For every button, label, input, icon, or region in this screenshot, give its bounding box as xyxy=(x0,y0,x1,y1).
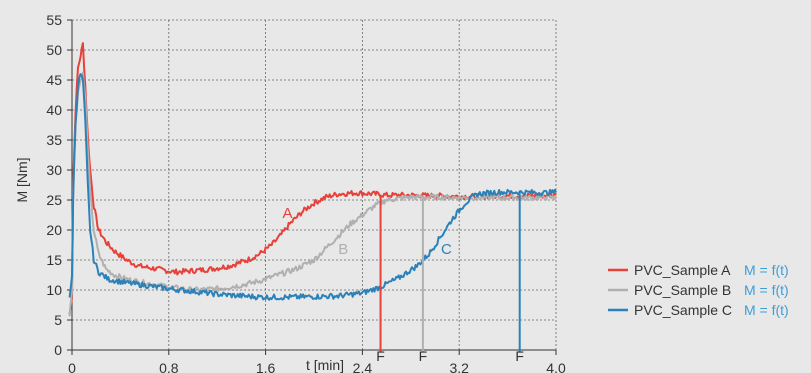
failure-label-C: F xyxy=(515,348,524,364)
y-tick-label-0: 0 xyxy=(54,342,62,358)
legend: PVC_Sample A M = f(t) PVC_Sample B M = f(t)… xyxy=(608,262,789,318)
series-labels: A B C xyxy=(283,205,453,258)
series-label-B: B xyxy=(338,241,348,258)
legend-name-A: PVC_Sample A xyxy=(634,262,731,278)
series-label-A: A xyxy=(283,205,293,222)
legend-formula-C: M = f(t) xyxy=(744,302,789,318)
x-tick-labels: 0 0,8 1,6 2,4 3,2 4,0 xyxy=(68,360,566,373)
x-tick-label-5: 4,0 xyxy=(546,360,566,373)
y-tick-label-3: 15 xyxy=(46,252,62,268)
legend-name-B: PVC_Sample B xyxy=(634,282,731,298)
x-axis-title: t [min] xyxy=(306,357,344,373)
failure-label-A: F xyxy=(376,348,385,364)
y-tick-label-4: 20 xyxy=(46,222,62,238)
y-tick-label-6: 30 xyxy=(46,162,62,178)
y-tick-label-2: 10 xyxy=(46,282,62,298)
series-line-C xyxy=(68,73,557,301)
y-tick-label-1: 5 xyxy=(54,312,62,328)
y-tick-label-9: 45 xyxy=(46,72,62,88)
legend-name-C: PVC_Sample C xyxy=(634,302,732,318)
failure-label-B: F xyxy=(419,348,428,364)
y-tick-label-11: 55 xyxy=(46,12,62,28)
series-line-A xyxy=(68,42,557,315)
series-lines xyxy=(68,42,557,317)
y-tick-label-7: 35 xyxy=(46,132,62,148)
y-tick-labels: 0 5 10 15 20 25 30 35 40 45 50 55 xyxy=(46,12,62,358)
x-tick-label-1: 0,8 xyxy=(159,360,179,373)
legend-formula-B: M = f(t) xyxy=(744,282,789,298)
y-tick-label-5: 25 xyxy=(46,192,62,208)
series-label-C: C xyxy=(441,241,452,258)
grid xyxy=(72,19,557,350)
x-tick-label-2: 1,6 xyxy=(256,360,276,373)
axes xyxy=(67,19,557,355)
x-tick-label-3: 2,4 xyxy=(353,360,373,373)
legend-formula-A: M = f(t) xyxy=(744,262,789,278)
x-tick-label-4: 3,2 xyxy=(449,360,469,373)
y-axis-title: M [Nm] xyxy=(14,157,30,202)
y-tick-label-10: 50 xyxy=(46,42,62,58)
x-tick-label-0: 0 xyxy=(68,360,76,373)
series-line-B xyxy=(68,71,557,317)
y-tick-label-8: 40 xyxy=(46,102,62,118)
